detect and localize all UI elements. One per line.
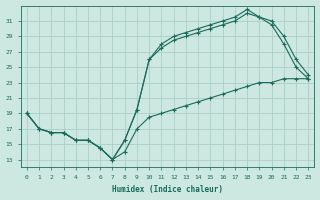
X-axis label: Humidex (Indice chaleur): Humidex (Indice chaleur) bbox=[112, 185, 223, 194]
